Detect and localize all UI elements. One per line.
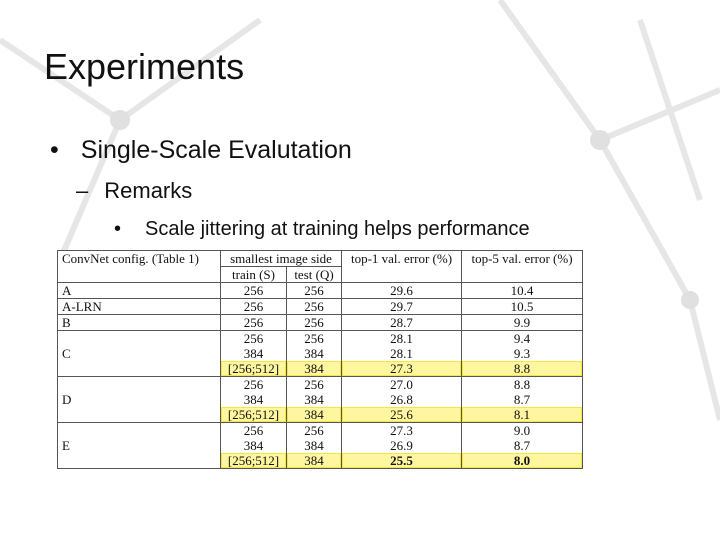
- data-cell: 256: [220, 282, 287, 299]
- data-cell: 256: [220, 298, 287, 315]
- header-cell: top-1 val. error (%): [341, 250, 462, 283]
- config-cell: B: [57, 314, 221, 331]
- data-cell: [256;512]: [220, 453, 287, 469]
- config-cell: D: [57, 376, 221, 423]
- config-cell: A-LRN: [57, 298, 221, 315]
- header-cell: test (Q): [286, 266, 342, 283]
- data-cell: 256: [220, 376, 287, 392]
- header-cell: smallest image side: [220, 250, 342, 267]
- data-cell: 256: [220, 330, 287, 346]
- data-cell: 9.9: [461, 314, 583, 331]
- config-cell: C: [57, 330, 221, 377]
- data-cell: 10.4: [461, 282, 583, 299]
- data-cell: 256: [286, 422, 342, 438]
- data-cell: 256: [286, 330, 342, 346]
- data-row: A-LRN 256 256 29.7 10.5: [57, 298, 583, 315]
- bullet-2: – Remarks: [76, 178, 193, 203]
- config-cell: E: [57, 422, 221, 469]
- data-cell: 384: [286, 392, 342, 407]
- data-cell: 256: [286, 376, 342, 392]
- data-cell: 29.7: [341, 298, 462, 315]
- data-cell: 27.3: [341, 361, 462, 377]
- data-cell: 9.0: [461, 422, 583, 438]
- data-cell: 8.1: [461, 407, 583, 423]
- data-row: C 256 256 28.1 9.4: [57, 330, 583, 377]
- data-cell: 28.1: [341, 346, 462, 361]
- data-cell: 384: [220, 438, 287, 453]
- data-cell: 27.0: [341, 376, 462, 392]
- data-cell: [256;512]: [220, 361, 287, 377]
- data-row: [256;512] 384 25.6 8.1: [58, 407, 583, 423]
- header-cell: train (S): [220, 266, 287, 283]
- data-cell: 25.5: [341, 453, 462, 469]
- data-cell: 29.6: [341, 282, 462, 299]
- data-cell: 384: [286, 453, 342, 469]
- bullet-text: Scale jittering at training helps perfor…: [145, 218, 530, 240]
- data-row: 384 384 26.9 8.7: [58, 438, 583, 453]
- data-row: [256;512] 384 25.5 8.0: [58, 453, 583, 469]
- data-cell: 384: [220, 346, 287, 361]
- data-row: E 256 256 27.3 9.0: [57, 422, 583, 469]
- slide-title: Experiments: [44, 46, 245, 87]
- data-cell: 28.7: [341, 314, 462, 331]
- data-cell: 26.8: [341, 392, 462, 407]
- data-cell: 8.0: [461, 453, 583, 469]
- data-row: B 256 256 28.7 9.9: [57, 314, 583, 331]
- data-cell: 256: [286, 314, 342, 331]
- data-cell: 256: [286, 298, 342, 315]
- data-cell: 27.3: [341, 422, 462, 438]
- data-cell: [256;512]: [220, 407, 287, 423]
- data-cell: 28.1: [341, 330, 462, 346]
- header-row: train (S) test (Q): [57, 266, 583, 283]
- bullet-text: Remarks: [104, 178, 193, 203]
- data-cell: 9.4: [461, 330, 583, 346]
- header-cell: top-5 val. error (%): [461, 250, 583, 283]
- data-cell: 256: [220, 422, 287, 438]
- data-cell: 384: [286, 438, 342, 453]
- header-cell: ConvNet config. (Table 1): [57, 250, 221, 267]
- data-cell: 26.9: [341, 438, 462, 453]
- data-cell: 25.6: [341, 407, 462, 423]
- data-row: 384 384 28.1 9.3: [58, 346, 583, 361]
- data-row: D 256 256 27.0 8.8: [57, 376, 583, 423]
- data-row: A 256 256 29.6 10.4: [57, 282, 583, 299]
- data-cell: 384: [286, 407, 342, 423]
- bullet-3: • Scale jittering at training helps perfo…: [114, 218, 530, 240]
- data-cell: 384: [220, 392, 287, 407]
- header-row: ConvNet config. (Table 1) smallest image…: [57, 250, 583, 283]
- data-cell: 256: [220, 314, 287, 331]
- data-cell: 256: [286, 282, 342, 299]
- config-cell: A: [57, 282, 221, 299]
- data-cell: 8.7: [461, 438, 583, 453]
- data-cell: 384: [286, 346, 342, 361]
- data-row: 384 384 26.8 8.7: [58, 392, 583, 407]
- data-cell: 8.7: [461, 392, 583, 407]
- data-cell: 10.5: [461, 298, 583, 315]
- data-cell: 8.8: [461, 361, 583, 377]
- bullet-text: Single-Scale Evalutation: [80, 136, 352, 164]
- data-cell: 9.3: [461, 346, 583, 361]
- data-cell: 384: [286, 361, 342, 377]
- data-cell: 8.8: [461, 376, 583, 392]
- data-row: [256;512] 384 27.3 8.8: [58, 361, 583, 377]
- results-table: ConvNet config. (Table 1) smallest image…: [57, 250, 583, 469]
- bullet-1: • Single-Scale Evalutation: [50, 136, 352, 164]
